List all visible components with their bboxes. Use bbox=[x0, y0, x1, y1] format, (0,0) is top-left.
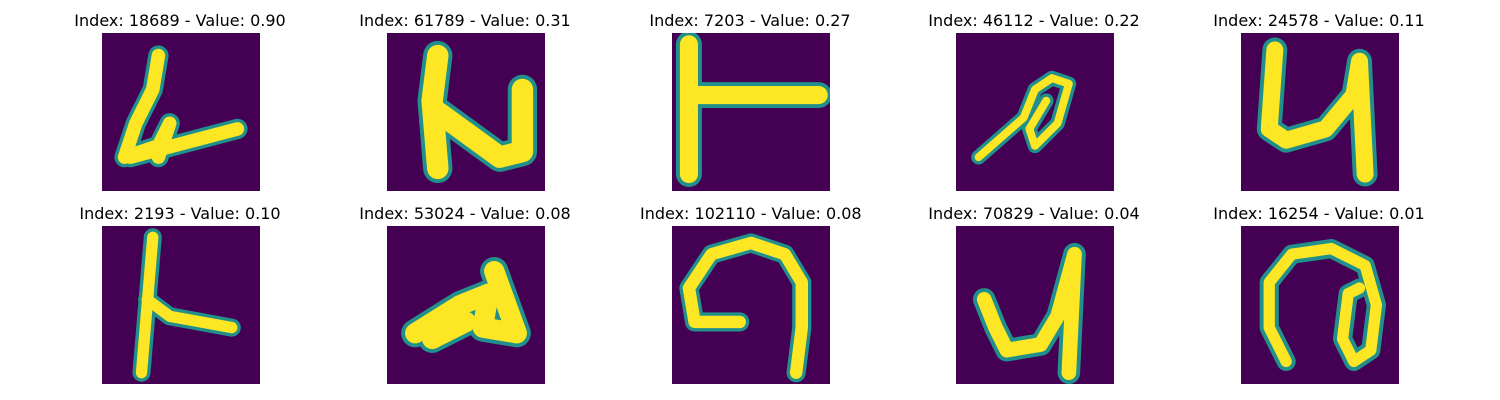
digit-image bbox=[387, 33, 545, 191]
panel-1: Index: 18689 - Value: 0.90 bbox=[70, 11, 290, 191]
panel-title: Index: 2193 - Value: 0.10 bbox=[79, 204, 281, 223]
panel-title: Index: 18689 - Value: 0.90 bbox=[74, 11, 286, 30]
digit-image bbox=[102, 226, 260, 384]
digit-image bbox=[672, 226, 830, 384]
panel-title: Index: 7203 - Value: 0.27 bbox=[649, 11, 851, 30]
panel-8: Index: 102110 - Value: 0.08 bbox=[640, 204, 862, 384]
panel-title: Index: 46112 - Value: 0.22 bbox=[928, 11, 1140, 30]
digit-image bbox=[956, 226, 1114, 384]
panel-title: Index: 61789 - Value: 0.31 bbox=[359, 11, 571, 30]
digit-image bbox=[672, 33, 830, 191]
panel-title: Index: 16254 - Value: 0.01 bbox=[1213, 204, 1425, 223]
panel-6: Index: 2193 - Value: 0.10 bbox=[70, 204, 290, 384]
digit-image bbox=[1241, 226, 1399, 384]
panel-2: Index: 61789 - Value: 0.31 bbox=[355, 11, 575, 191]
digit-image bbox=[956, 33, 1114, 191]
panel-9: Index: 70829 - Value: 0.04 bbox=[924, 204, 1144, 384]
panel-title: Index: 53024 - Value: 0.08 bbox=[359, 204, 571, 223]
panel-title: Index: 102110 - Value: 0.08 bbox=[640, 204, 862, 223]
panel-title: Index: 70829 - Value: 0.04 bbox=[928, 204, 1140, 223]
panel-4: Index: 46112 - Value: 0.22 bbox=[924, 11, 1144, 191]
panel-7: Index: 53024 - Value: 0.08 bbox=[355, 204, 575, 384]
digit-image bbox=[1241, 33, 1399, 191]
digit-image bbox=[387, 226, 545, 384]
digit-image bbox=[102, 33, 260, 191]
panel-3: Index: 7203 - Value: 0.27 bbox=[640, 11, 860, 191]
panel-5: Index: 24578 - Value: 0.11 bbox=[1209, 11, 1429, 191]
panel-10: Index: 16254 - Value: 0.01 bbox=[1209, 204, 1429, 384]
panel-title: Index: 24578 - Value: 0.11 bbox=[1213, 11, 1425, 30]
